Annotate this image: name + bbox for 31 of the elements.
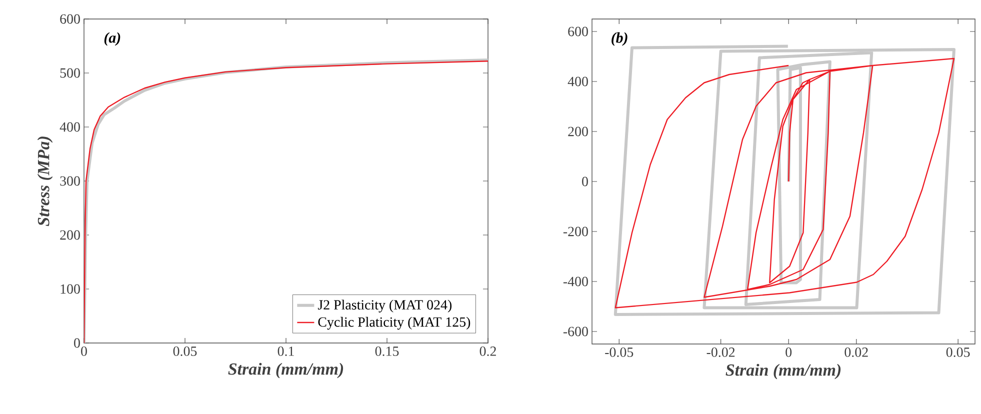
y-tick-label: 200 bbox=[568, 126, 588, 136]
x-axis-title: Strain (mm/mm) bbox=[726, 364, 841, 380]
y-tick-label: 0 bbox=[74, 338, 80, 348]
x-axis-title: Strain (mm/mm) bbox=[228, 362, 344, 378]
y-axis-title: Stress (MPa) bbox=[37, 136, 53, 226]
y-tick-label: 300 bbox=[60, 176, 80, 186]
x-tick-label: 0.1 bbox=[278, 346, 294, 356]
x-tick-label: -0.02 bbox=[706, 348, 735, 357]
x-tick-label: 0.05 bbox=[946, 348, 970, 357]
x-tick-label: 0.02 bbox=[844, 348, 868, 357]
annotation: (b) bbox=[612, 32, 628, 46]
x-tick-label: 0.05 bbox=[173, 346, 197, 356]
y-tick-label: 500 bbox=[60, 68, 80, 78]
y-tick-label: 400 bbox=[60, 122, 80, 132]
x-tick-label: 0.15 bbox=[375, 346, 399, 356]
y-tick-label: 100 bbox=[60, 284, 80, 294]
y-tick-label: -200 bbox=[563, 226, 588, 236]
x-tick-label: -0.05 bbox=[605, 348, 634, 357]
y-tick-label: 600 bbox=[568, 26, 588, 36]
y-tick-label: 400 bbox=[568, 76, 588, 86]
y-tick-label: -600 bbox=[563, 326, 588, 336]
x-tick-label: 0 bbox=[786, 348, 792, 357]
y-tick-label: 200 bbox=[60, 230, 80, 240]
y-tick-label: -400 bbox=[563, 276, 588, 286]
x-tick-label: 0.2 bbox=[480, 346, 496, 356]
annotation: (a) bbox=[104, 32, 120, 46]
legend-label: Cyclic Platicity (MAT 125) bbox=[318, 316, 470, 330]
y-tick-label: 0 bbox=[582, 176, 588, 186]
y-tick-label: 600 bbox=[60, 14, 80, 24]
x-tick-label: 0 bbox=[81, 346, 87, 356]
legend-label: J2 Plasticity (MAT 024) bbox=[318, 300, 452, 312]
